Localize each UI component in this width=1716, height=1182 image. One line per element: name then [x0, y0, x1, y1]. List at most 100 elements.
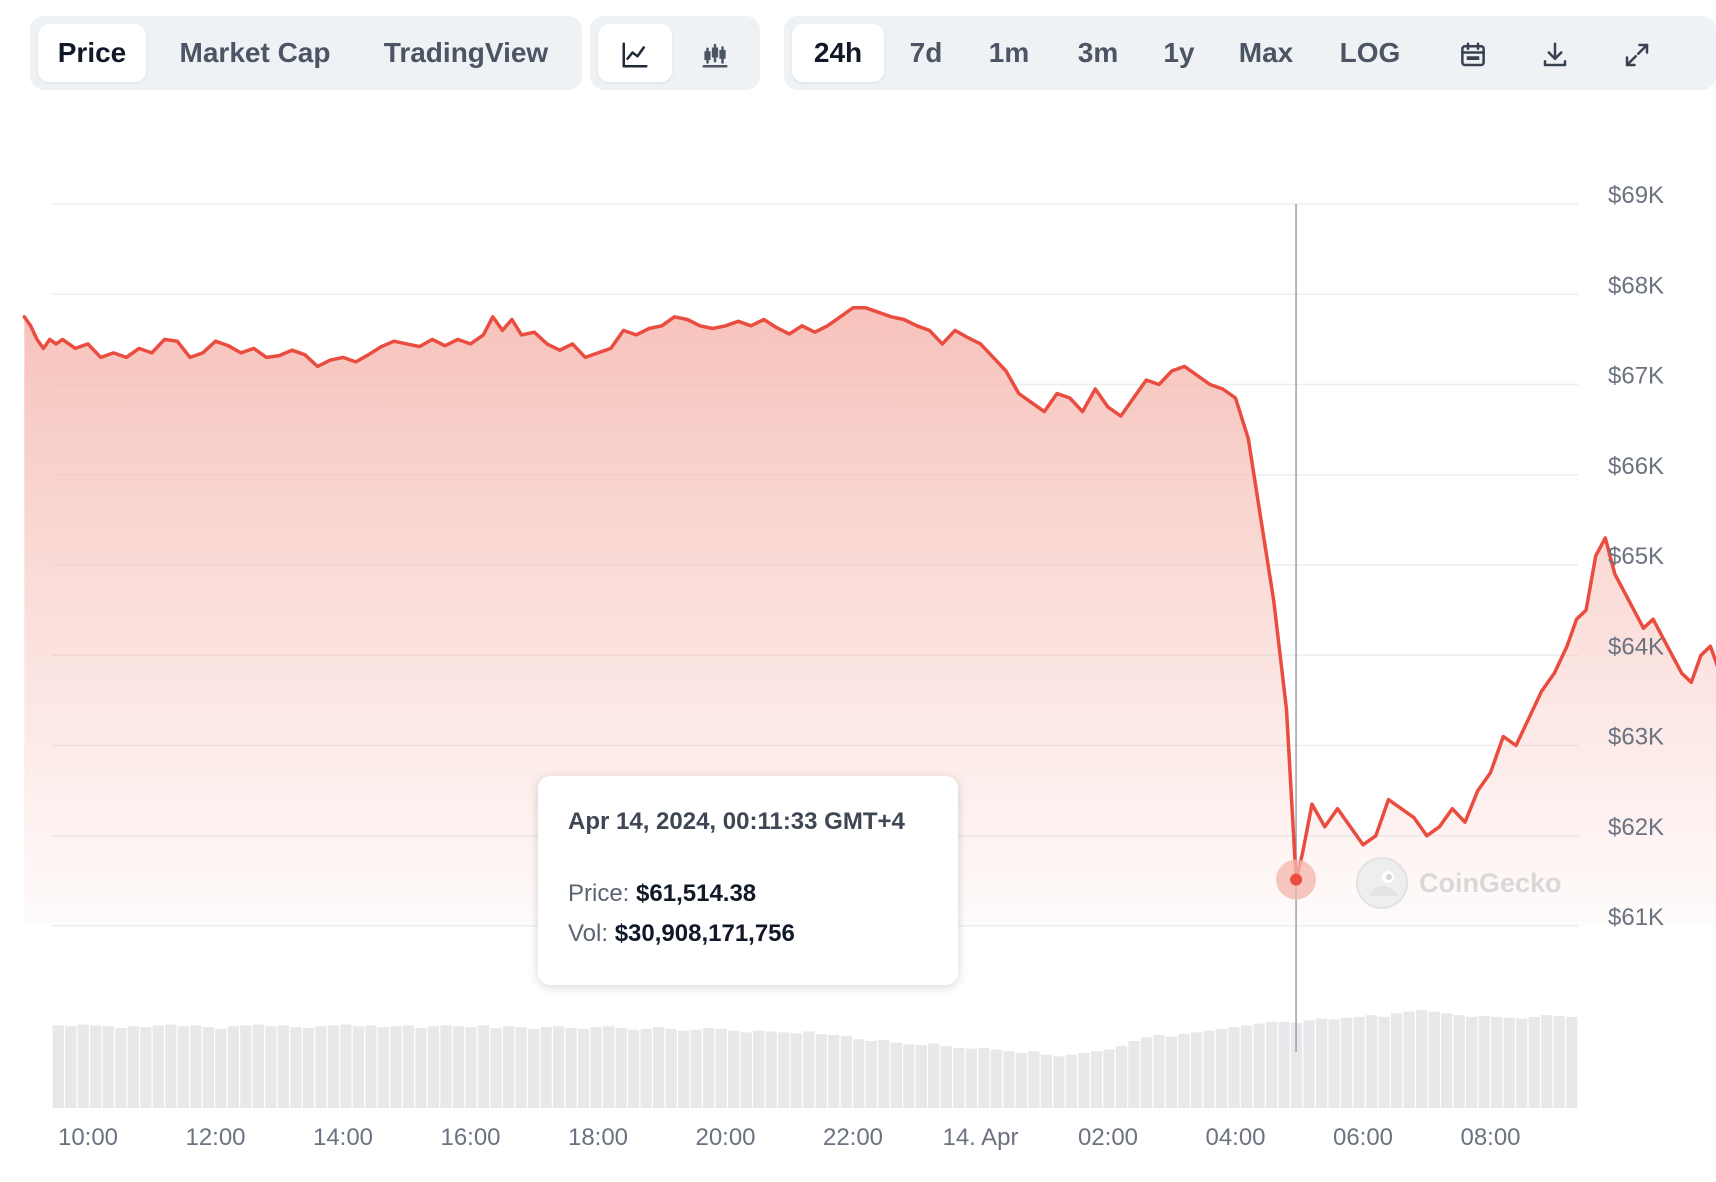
coingecko-logo-icon — [1356, 857, 1408, 909]
volume-bar — [65, 1026, 77, 1108]
volume-bar — [1040, 1054, 1053, 1108]
volume-bar — [615, 1028, 627, 1108]
volume-bar — [678, 1030, 690, 1108]
volume-bar — [865, 1040, 877, 1108]
range-max[interactable]: Max — [1238, 37, 1294, 68]
volume-bar — [227, 1026, 240, 1108]
volume-bar — [1103, 1049, 1115, 1108]
volume-bar — [940, 1046, 952, 1108]
y-tick-label: $62K — [1608, 814, 1664, 841]
volume-bar — [415, 1028, 427, 1108]
volume-bar — [765, 1031, 777, 1108]
volume-bar — [577, 1028, 590, 1108]
view-tab-group: Price Market Cap TradingView — [30, 16, 582, 90]
x-tick-label: 14:00 — [313, 1124, 373, 1151]
chart-type-group — [590, 16, 760, 90]
volume-bar — [803, 1031, 815, 1108]
volume-bar — [1240, 1025, 1253, 1108]
tooltip-volume-row: Vol: $30,908,171,756 — [568, 920, 795, 948]
range-3m[interactable]: 3m — [1077, 37, 1119, 68]
calendar-button[interactable] — [1440, 24, 1506, 82]
volume-bar — [277, 1025, 290, 1108]
volume-bar — [365, 1025, 377, 1108]
range-1m[interactable]: 1m — [988, 37, 1030, 68]
volume-bar — [1390, 1013, 1403, 1108]
fullscreen-button[interactable] — [1604, 24, 1670, 82]
volume-bar — [1328, 1019, 1340, 1108]
tooltip-price-value: $61,514.38 — [636, 880, 757, 907]
volume-bar — [1340, 1017, 1353, 1108]
x-tick-label: 04:00 — [1205, 1124, 1265, 1151]
line-chart-icon — [622, 42, 648, 68]
volume-bar — [1265, 1022, 1278, 1108]
download-button[interactable] — [1522, 24, 1588, 82]
volume-bar — [1128, 1040, 1140, 1108]
volume-bar — [1215, 1028, 1228, 1108]
volume-bar — [52, 1025, 64, 1108]
volume-bar — [527, 1028, 540, 1108]
volume-bar — [502, 1026, 515, 1108]
volume-bar — [1253, 1023, 1265, 1108]
volume-bar — [1028, 1051, 1040, 1108]
range-1y[interactable]: 1y — [1163, 37, 1195, 68]
range-7d[interactable]: 7d — [909, 37, 943, 68]
volume-bar — [1315, 1018, 1328, 1108]
volume-bar — [352, 1026, 365, 1108]
volume-bar — [490, 1028, 502, 1108]
price-area-fill — [24, 307, 1716, 926]
hover-point[interactable] — [1290, 873, 1303, 886]
line-chart-button[interactable] — [598, 24, 672, 82]
volume-bar — [1553, 1015, 1565, 1108]
volume-bar — [552, 1026, 565, 1108]
y-tick-label: $64K — [1608, 633, 1664, 660]
volume-bar — [465, 1027, 477, 1108]
volume-bar — [990, 1049, 1003, 1108]
x-tick-label: 12:00 — [185, 1124, 245, 1151]
volume-bar — [565, 1028, 577, 1108]
volume-bar — [703, 1028, 715, 1108]
volume-bar — [1290, 1022, 1303, 1108]
range-24h[interactable]: 24h — [792, 24, 884, 82]
y-tick-label: $69K — [1608, 182, 1664, 209]
volume-bar — [390, 1026, 402, 1108]
volume-bar — [102, 1026, 114, 1108]
volume-bar — [1516, 1018, 1528, 1108]
volume-bar — [602, 1026, 615, 1108]
volume-bar — [302, 1028, 315, 1108]
volume-bar — [1365, 1015, 1378, 1108]
tab-price[interactable]: Price — [38, 24, 146, 82]
tab-market-cap[interactable]: Market Cap — [179, 37, 331, 68]
volume-bar — [1503, 1017, 1515, 1108]
volume-bar — [1015, 1052, 1028, 1108]
volume-bar — [728, 1030, 740, 1108]
y-tick-label: $66K — [1608, 453, 1664, 480]
candlestick-chart-button[interactable] — [678, 24, 752, 82]
volume-bar — [1491, 1016, 1503, 1108]
tab-tradingview[interactable]: TradingView — [383, 37, 549, 68]
volume-bar — [753, 1030, 765, 1108]
volume-bar — [1153, 1034, 1165, 1108]
y-tick-label: $68K — [1608, 272, 1664, 299]
volume-bar — [1203, 1030, 1215, 1108]
volume-bar — [840, 1035, 852, 1108]
volume-bar — [377, 1027, 390, 1108]
volume-bar — [1003, 1051, 1015, 1108]
volume-bar — [853, 1039, 865, 1108]
volume-bar — [1466, 1016, 1478, 1108]
volume-bar — [1528, 1016, 1540, 1108]
price-line — [22, 306, 1716, 882]
volume-bar — [890, 1042, 902, 1108]
volume-bar — [965, 1048, 978, 1108]
x-tick-label: 08:00 — [1460, 1124, 1520, 1151]
volume-bar — [652, 1027, 665, 1108]
volume-bar — [1378, 1016, 1390, 1108]
volume-bar — [1441, 1013, 1453, 1108]
volume-bar — [1403, 1011, 1415, 1108]
candlestick-chart-icon — [702, 43, 728, 68]
tooltip-date: Apr 14, 2024, 00:11:33 GMT+4 — [568, 808, 905, 835]
volume-bar — [627, 1029, 640, 1108]
volume-bar — [165, 1024, 177, 1108]
volume-bar — [265, 1026, 277, 1108]
log-scale-button[interactable]: LOG — [1339, 37, 1401, 68]
